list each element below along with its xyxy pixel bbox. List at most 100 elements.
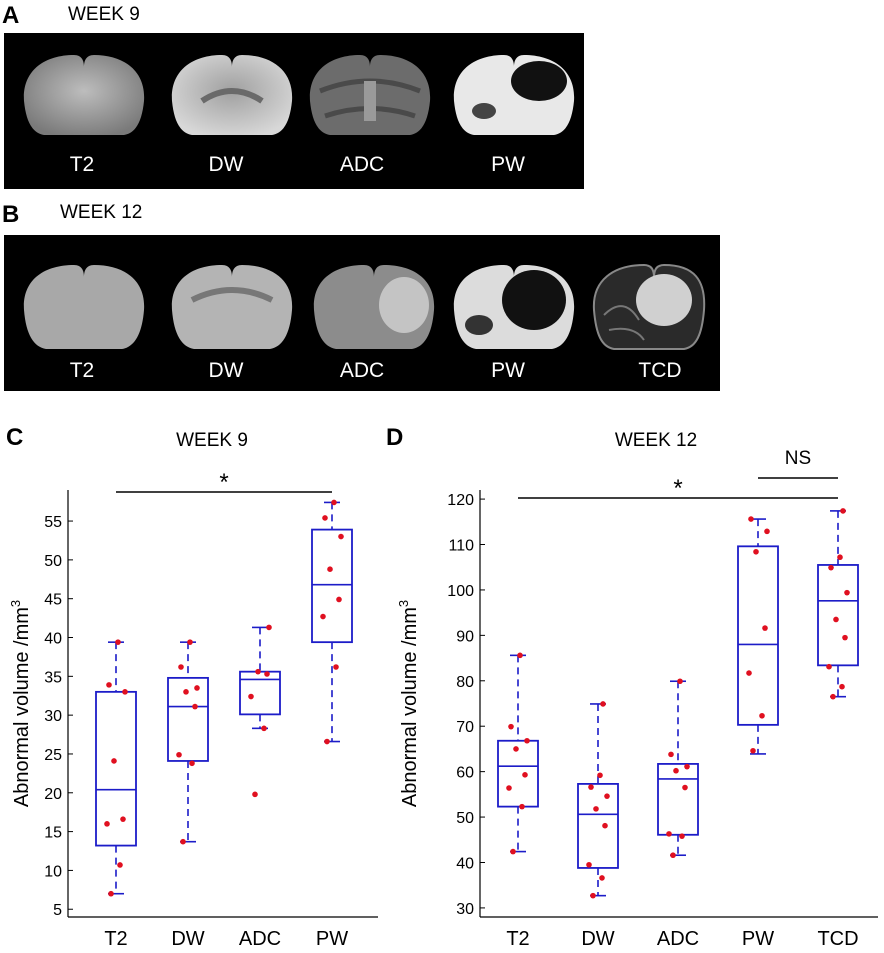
panel-letter-b: B xyxy=(2,201,20,228)
iqr-box xyxy=(737,545,779,726)
y-tick-label: 10 xyxy=(44,863,62,880)
data-point xyxy=(840,508,846,514)
data-point xyxy=(759,712,765,719)
data-point xyxy=(753,548,759,555)
brain-image-pw xyxy=(453,55,575,135)
data-point xyxy=(194,685,200,691)
data-point xyxy=(684,763,690,770)
data-point xyxy=(180,838,186,845)
brain-image-adc xyxy=(309,55,431,135)
data-point xyxy=(668,751,674,758)
y-axis-label-superscript: 3 xyxy=(396,600,411,607)
y-tick-label: 50 xyxy=(44,553,62,570)
data-point xyxy=(324,738,330,745)
brain-image-adc xyxy=(313,265,435,349)
mri-label-t2: T2 xyxy=(69,359,95,382)
data-point xyxy=(508,723,514,730)
data-point xyxy=(670,852,676,859)
x-tick-label: ADC xyxy=(239,928,281,950)
data-point xyxy=(327,566,333,572)
data-point xyxy=(517,652,523,659)
y-axis-label-text: Abnormal volume /mm xyxy=(399,607,421,807)
data-point xyxy=(746,670,752,676)
data-point xyxy=(108,890,114,897)
iqr-box xyxy=(311,528,353,644)
data-point xyxy=(266,624,272,631)
x-tick-label: T2 xyxy=(506,928,529,950)
data-point xyxy=(513,746,519,752)
iqr-box xyxy=(167,676,209,762)
brain-image-tcd xyxy=(592,263,706,350)
data-point xyxy=(183,689,189,695)
data-point xyxy=(599,875,605,881)
data-point xyxy=(519,803,525,810)
data-point xyxy=(748,516,754,522)
data-point xyxy=(586,861,592,868)
data-point xyxy=(506,785,512,791)
data-point xyxy=(192,703,198,710)
y-tick-label: 50 xyxy=(456,810,474,827)
data-point xyxy=(120,816,126,822)
y-tick-label: 70 xyxy=(456,719,474,736)
y-axis-label-text: Abnormal volume /mm xyxy=(11,607,33,807)
data-point xyxy=(837,554,843,561)
data-point xyxy=(248,693,254,700)
data-point xyxy=(522,772,528,778)
data-point xyxy=(604,793,610,799)
data-point xyxy=(677,678,683,685)
data-point xyxy=(261,725,267,732)
data-point xyxy=(679,833,685,839)
data-point xyxy=(320,613,326,620)
panel-a-title: WEEK 9 xyxy=(68,4,140,25)
data-point xyxy=(826,663,832,670)
x-tick-label: T2 xyxy=(104,928,127,950)
panel-letter-a: A xyxy=(2,2,20,29)
data-point xyxy=(833,616,839,623)
data-point xyxy=(597,772,603,779)
y-tick-label: 80 xyxy=(456,674,474,691)
y-tick-label: 20 xyxy=(44,786,62,803)
y-tick-label: 15 xyxy=(44,825,62,842)
data-point xyxy=(602,822,608,829)
data-point xyxy=(839,683,845,690)
data-point xyxy=(264,671,270,677)
data-point xyxy=(842,634,848,641)
data-point xyxy=(590,892,596,899)
data-point xyxy=(588,784,594,790)
data-point xyxy=(122,689,128,695)
y-tick-label: 55 xyxy=(44,514,62,531)
mri-strip-week9: T2 DW ADC PW xyxy=(4,33,584,189)
mri-label-adc: ADC xyxy=(339,153,385,176)
y-tick-label: 60 xyxy=(456,765,474,782)
y-tick-label: 40 xyxy=(456,855,474,872)
data-point xyxy=(673,767,679,774)
x-tick-label: PW xyxy=(316,928,348,950)
data-point xyxy=(252,791,258,798)
data-point xyxy=(750,747,756,754)
data-point xyxy=(593,806,599,812)
y-tick-label: 110 xyxy=(448,538,474,555)
data-point xyxy=(333,664,339,670)
data-point xyxy=(322,515,328,521)
y-tick-label: 90 xyxy=(456,628,474,645)
brain-image-t2 xyxy=(23,265,145,349)
data-point xyxy=(187,639,193,645)
significance-label: * xyxy=(219,469,228,496)
mri-label-dw: DW xyxy=(208,153,244,176)
data-point xyxy=(510,848,516,855)
data-point xyxy=(189,760,195,767)
data-point xyxy=(524,737,530,744)
data-point xyxy=(830,693,836,700)
brain-image-t2 xyxy=(23,55,145,135)
data-point xyxy=(764,528,770,535)
mri-label-adc: ADC xyxy=(339,359,385,382)
mri-strip-week12: T2 DW ADC PW TCD xyxy=(4,235,720,391)
data-point xyxy=(117,862,123,868)
data-point xyxy=(178,664,184,670)
iqr-box xyxy=(817,564,859,667)
y-tick-label: 35 xyxy=(44,669,62,686)
y-tick-label: 100 xyxy=(447,583,474,600)
data-point xyxy=(336,596,342,603)
iqr-box xyxy=(497,739,539,808)
y-tick-label: 45 xyxy=(44,592,62,609)
